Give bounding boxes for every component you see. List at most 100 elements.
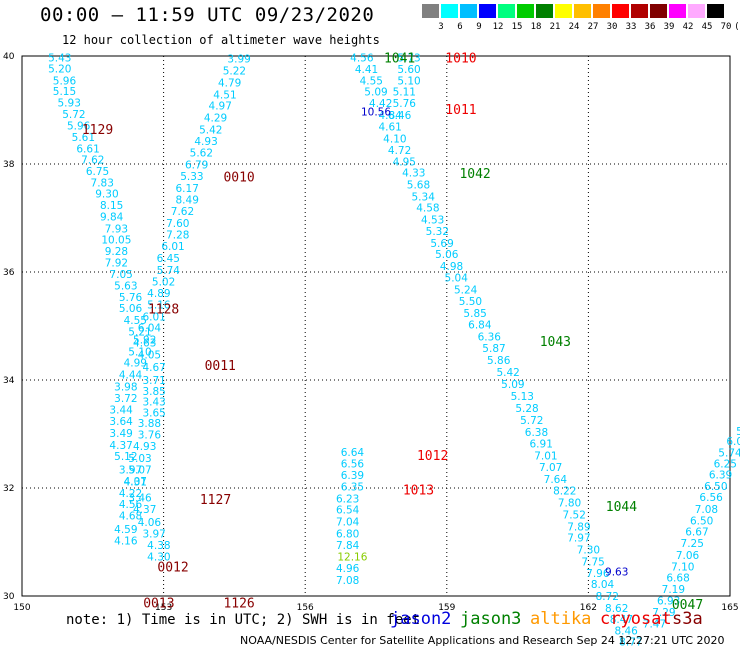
swh-value: 10.56 — [361, 107, 391, 119]
swh-value: 4.84 — [378, 110, 402, 122]
swh-value: 9.30 — [95, 189, 118, 201]
swh-value: 3.98 — [114, 381, 137, 393]
swh-value: 7.75 — [581, 556, 604, 568]
swh-value: 3.71 — [142, 375, 165, 387]
swh-value: 7.07 — [539, 462, 562, 474]
swh-value: 7.89 — [567, 521, 590, 533]
swh-value: 5.11 — [393, 87, 416, 99]
colorbar-swatch — [536, 4, 553, 18]
swh-value: 5.76 — [393, 98, 417, 110]
y-tick-label: 40 — [3, 52, 15, 62]
swh-value: 5.69 — [430, 238, 453, 250]
swh-value: 3.44 — [109, 405, 133, 417]
swh-value: 5.76 — [119, 292, 143, 304]
x-tick-label: 165 — [721, 603, 738, 613]
swh-value: 7.29 — [652, 607, 675, 619]
y-tick-label: 38 — [3, 160, 15, 170]
swh-value: 9.28 — [105, 246, 128, 258]
swh-value: 6.80 — [336, 528, 359, 540]
swh-value: 8.77 — [619, 636, 642, 648]
pass-time-label: 1126 — [223, 596, 254, 611]
swh-value: 7.05 — [109, 269, 132, 281]
swh-value: 5.85 — [463, 308, 486, 320]
y-tick-label: 36 — [3, 268, 15, 278]
colorbar-label: 39 — [663, 22, 675, 32]
swh-value: 4.16 — [114, 535, 138, 547]
colorbar-label: 6 — [457, 22, 463, 32]
swh-value: 4.55 — [124, 315, 147, 327]
swh-value: 4.51 — [213, 89, 236, 101]
colorbar-label: (ft) — [734, 22, 740, 32]
satellite-label-jason2: jason2 — [390, 609, 452, 629]
pass-time-label: 1011 — [445, 103, 476, 118]
colorbar-swatch — [517, 4, 534, 18]
swh-value: 4.29 — [204, 113, 227, 125]
swh-value: 5.07 — [128, 465, 151, 477]
swh-value: 3.49 — [109, 428, 132, 440]
swh-value: 5.61 — [72, 132, 95, 144]
colorbar-swatch — [498, 4, 515, 18]
swh-value: 4.33 — [402, 168, 425, 180]
colorbar-label: 18 — [530, 22, 542, 32]
swh-value: 3.72 — [114, 393, 137, 405]
chart-title: 00:00 – 11:59 UTC 09/23/2020 — [40, 4, 375, 26]
swh-value: 6.61 — [76, 143, 99, 155]
swh-value: 6.39 — [709, 470, 732, 482]
pass-time-label: 1128 — [148, 303, 179, 318]
swh-value: 5.10 — [397, 75, 420, 87]
swh-value: 4.79 — [218, 77, 241, 89]
swh-value: 7.62 — [171, 206, 194, 218]
colorbar-label: 36 — [644, 22, 656, 32]
swh-value: 6.46 — [388, 110, 412, 122]
pass-time-label: 1012 — [417, 449, 448, 464]
swh-value: 4.37 — [109, 440, 132, 452]
swh-value: 3.97 — [119, 465, 142, 477]
swh-value: 5 — [736, 426, 740, 438]
swh-value: 5.50 — [459, 296, 482, 308]
chart-subtitle: 12 hour collection of altimeter wave hei… — [62, 33, 380, 47]
swh-value: 8.47 — [610, 614, 633, 626]
swh-value: 5.03 — [128, 453, 151, 465]
swh-value: 5.06 — [119, 303, 143, 315]
swh-value: 7.62 — [81, 155, 104, 167]
swh-value: 8.49 — [176, 195, 199, 207]
satellite-label-s3a: s3a — [672, 609, 703, 629]
pass-time-label: 0011 — [205, 359, 236, 374]
colorbar-swatch — [612, 4, 629, 18]
pass-time-label: 1042 — [459, 167, 490, 182]
swh-value: 6.23 — [336, 493, 359, 505]
swh-value: 7.96 — [586, 568, 610, 580]
swh-value: 4.93 — [133, 441, 156, 453]
swh-value: 5.12 — [114, 451, 137, 463]
swh-value: 5.04 — [445, 272, 469, 284]
pass-time-label: 1043 — [540, 335, 571, 350]
y-tick-label: 32 — [3, 484, 14, 494]
swh-value: 4.95 — [393, 156, 416, 168]
swh-value: 4.58 — [416, 203, 439, 215]
swh-value: 7.10 — [671, 561, 694, 573]
swh-value: 7.04 — [336, 516, 360, 528]
units-note: note: 1) Time is in UTC; 2) SWH is in fe… — [66, 612, 421, 628]
swh-value: 7.28 — [166, 230, 189, 242]
swh-value: 4.05 — [138, 350, 161, 362]
swh-value: 7.01 — [534, 451, 557, 463]
colorbar-swatch — [460, 4, 477, 18]
swh-value: 7.83 — [91, 177, 114, 189]
swh-value: 7.97 — [567, 533, 590, 545]
colorbar-swatch — [574, 4, 591, 18]
colorbar-label: 70 — [720, 22, 732, 32]
swh-value: 3.99 — [227, 54, 250, 66]
swh-value: 3.85 — [142, 386, 165, 398]
swh-value: 6.68 — [666, 573, 689, 585]
y-tick-label: 34 — [3, 376, 15, 386]
swh-value: 7.47 — [643, 619, 666, 631]
colorbar-label: 21 — [549, 22, 561, 32]
plot-frame — [21, 55, 731, 597]
swh-value: 5.24 — [454, 284, 478, 296]
satellite-label-jason3: jason3 — [460, 609, 522, 629]
pass-time-label: 1010 — [445, 52, 476, 67]
swh-value: 7.19 — [662, 584, 685, 596]
swh-value: 6.91 — [530, 439, 553, 451]
swh-value: 7.08 — [695, 504, 718, 516]
swh-value: 4.89 — [147, 288, 170, 300]
